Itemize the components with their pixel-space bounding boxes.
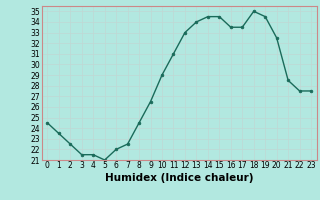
X-axis label: Humidex (Indice chaleur): Humidex (Indice chaleur) <box>105 173 253 183</box>
